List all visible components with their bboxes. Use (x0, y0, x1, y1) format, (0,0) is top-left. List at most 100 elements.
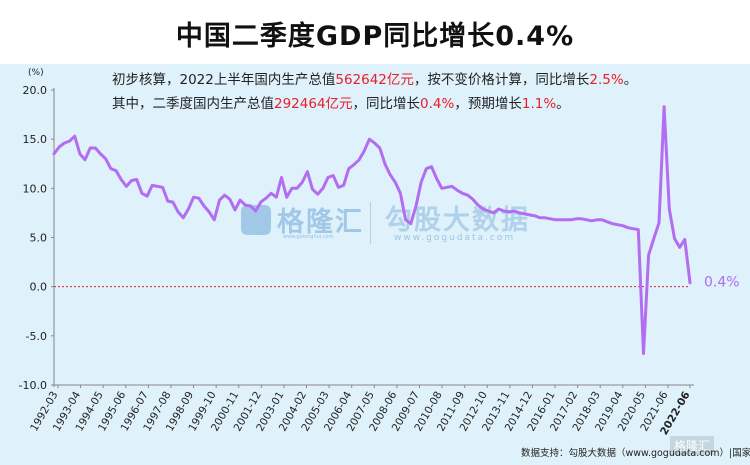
data-point (203, 205, 204, 206)
data-point (488, 210, 489, 211)
chart-title: 中国二季度GDP同比增长0.4% (175, 21, 575, 52)
watermark-divider (370, 202, 371, 244)
data-point (498, 208, 499, 209)
data-point (452, 186, 453, 187)
watermark-right-sub: www.gogudata.com (394, 233, 516, 243)
data-point (622, 225, 623, 226)
data-point (560, 219, 561, 220)
data-point (493, 212, 494, 213)
data-point (271, 193, 272, 194)
y-tick-label: -10.0 (19, 379, 47, 392)
data-point (596, 219, 597, 220)
data-point (664, 106, 665, 107)
data-point (462, 193, 463, 194)
data-point (59, 146, 60, 147)
data-point (121, 179, 122, 180)
watermark-left-text: 格隆汇 (277, 207, 364, 238)
annotation-text: ，同比增长 (352, 96, 421, 112)
y-tick-label: 10.0 (23, 182, 48, 195)
data-point (296, 188, 297, 189)
data-point (147, 196, 148, 197)
data-point (286, 197, 287, 198)
annotation-text: 其中，二季度国内生产总值 (112, 96, 274, 112)
data-point (410, 223, 411, 224)
y-tick-label: 15.0 (23, 133, 48, 146)
data-point (369, 139, 370, 140)
data-point (157, 186, 158, 187)
data-point (209, 211, 210, 212)
data-point (431, 166, 432, 167)
data-point (436, 178, 437, 179)
data-point (312, 189, 313, 190)
data-point (571, 219, 572, 220)
data-point (115, 170, 116, 171)
annotation-text: 。 (556, 96, 570, 112)
y-tick-label: 5.0 (30, 232, 48, 245)
data-point (586, 219, 587, 220)
data-point (224, 195, 225, 196)
data-point (539, 217, 540, 218)
data-point (441, 188, 442, 189)
annotation-text: 初步核算，2022上半年国内生产总值 (112, 72, 336, 88)
data-point (167, 201, 168, 202)
data-point (689, 282, 690, 283)
data-point (214, 219, 215, 220)
data-point (648, 255, 649, 256)
data-point (658, 222, 659, 223)
data-point (240, 200, 241, 201)
data-point (250, 205, 251, 206)
data-point (188, 208, 189, 209)
y-tick-label: 20.0 (23, 84, 48, 97)
data-point (364, 150, 365, 151)
data-point (576, 218, 577, 219)
data-point (141, 193, 142, 194)
data-point (348, 168, 349, 169)
data-point (255, 210, 256, 211)
data-point (327, 177, 328, 178)
annotation-highlight: 562642亿元 (335, 72, 414, 88)
data-point (234, 209, 235, 210)
annotation-highlight: 0.4% (420, 96, 455, 112)
data-point (384, 163, 385, 164)
data-point (415, 205, 416, 206)
data-point (64, 143, 65, 144)
data-point (508, 211, 509, 212)
data-point (405, 219, 406, 220)
data-point (172, 202, 173, 203)
data-point (674, 238, 675, 239)
data-point (322, 188, 323, 189)
data-point (245, 205, 246, 206)
y-unit-label: (%) (28, 68, 44, 78)
annotation-highlight: 1.1% (521, 96, 557, 112)
data-point (653, 238, 654, 239)
data-point (281, 177, 282, 178)
data-point (126, 186, 127, 187)
data-point (483, 208, 484, 209)
data-point (669, 208, 670, 209)
data-point (84, 159, 85, 160)
data-point (591, 220, 592, 221)
data-point (524, 213, 525, 214)
data-point (379, 147, 380, 148)
annotation-text: ，预期增长 (454, 96, 522, 112)
data-point (338, 187, 339, 188)
annotation-highlight: 2.5% (589, 72, 624, 88)
data-point (607, 221, 608, 222)
data-point (643, 353, 644, 354)
data-point (374, 143, 375, 144)
data-point (565, 219, 566, 220)
data-point (472, 199, 473, 200)
end-value-label: 0.4% (704, 275, 740, 291)
annotation-highlight: 292464亿元 (274, 96, 353, 112)
data-point (514, 210, 515, 211)
data-point (333, 175, 334, 176)
data-point (100, 153, 101, 154)
data-point (529, 214, 530, 215)
annotation-line-1: 初步核算，2022上半年国内生产总值562642亿元，按不变价格计算，同比增长2… (112, 68, 637, 88)
data-point (545, 217, 546, 218)
data-point (581, 218, 582, 219)
data-point (90, 147, 91, 148)
data-point (343, 185, 344, 186)
